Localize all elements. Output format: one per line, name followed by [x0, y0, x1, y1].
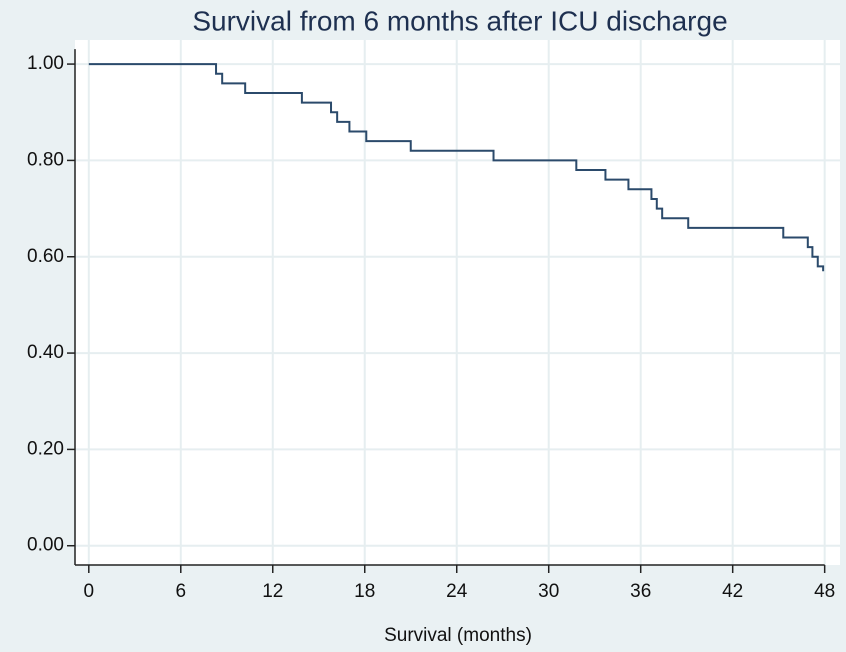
x-tick-label: 48	[814, 581, 835, 602]
x-tick-label: 30	[538, 581, 559, 602]
x-tick-label: 12	[262, 581, 283, 602]
x-axis-label: Survival (months)	[384, 625, 532, 646]
x-tick-label: 6	[175, 581, 186, 602]
y-tick-label: 0.40	[27, 342, 64, 363]
x-tick-label: 24	[446, 581, 468, 602]
y-tick-label: 0.00	[27, 535, 64, 556]
chart-title: Survival from 6 months after ICU dischar…	[192, 5, 727, 36]
y-tick-label: 1.00	[27, 53, 64, 74]
y-tick-label: 0.60	[27, 246, 64, 267]
x-tick-label: 36	[630, 581, 651, 602]
y-tick-label: 0.20	[27, 438, 64, 459]
x-tick-label: 42	[722, 581, 743, 602]
y-tick-label: 0.80	[27, 149, 64, 170]
survival-line	[88, 63, 825, 272]
x-tick-label: 18	[354, 581, 375, 602]
x-tick-label: 0	[84, 581, 95, 602]
